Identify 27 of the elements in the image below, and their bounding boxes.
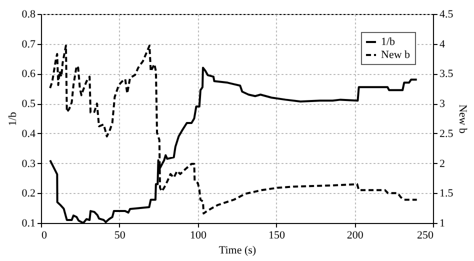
y-tick-label: 0.6: [22, 68, 36, 80]
legend-label: 1/b: [381, 36, 396, 48]
y2-tick-label: 3.5: [440, 68, 454, 80]
y-tick-label: 0.4: [22, 128, 36, 140]
y-tick-label: 0.3: [22, 158, 36, 170]
y2-tick-label: 4.5: [440, 8, 454, 20]
y-tick-label: 0.7: [22, 38, 36, 50]
x-tick-label: 150: [268, 230, 286, 242]
y2-axis-title: New b: [456, 104, 468, 134]
y-axis-title: 1/b: [6, 111, 19, 126]
y-tick-label: 0.8: [22, 8, 36, 20]
legend-label: New b: [381, 49, 411, 61]
y2-tick-label: 4: [440, 38, 446, 50]
y2-tick-label: 2: [440, 158, 445, 170]
x-tick-label: 250: [417, 230, 434, 242]
x-tick-label: 100: [190, 230, 208, 242]
y2-tick-label: 2.5: [440, 128, 454, 140]
y2-tick-label: 3: [440, 98, 446, 110]
x-tick-label: 200: [346, 230, 364, 242]
x-tick-label: 50: [114, 230, 126, 242]
y-tick-label: 0.1: [22, 218, 36, 230]
y-tick-label: 0.5: [22, 98, 36, 110]
y2-tick-label: 1.5: [440, 188, 454, 200]
y2-tick-label: 1: [440, 218, 445, 230]
x-tick-label: 0: [42, 230, 48, 242]
x-axis-title: Time (s): [218, 244, 256, 256]
y-tick-label: 0.2: [22, 188, 36, 200]
